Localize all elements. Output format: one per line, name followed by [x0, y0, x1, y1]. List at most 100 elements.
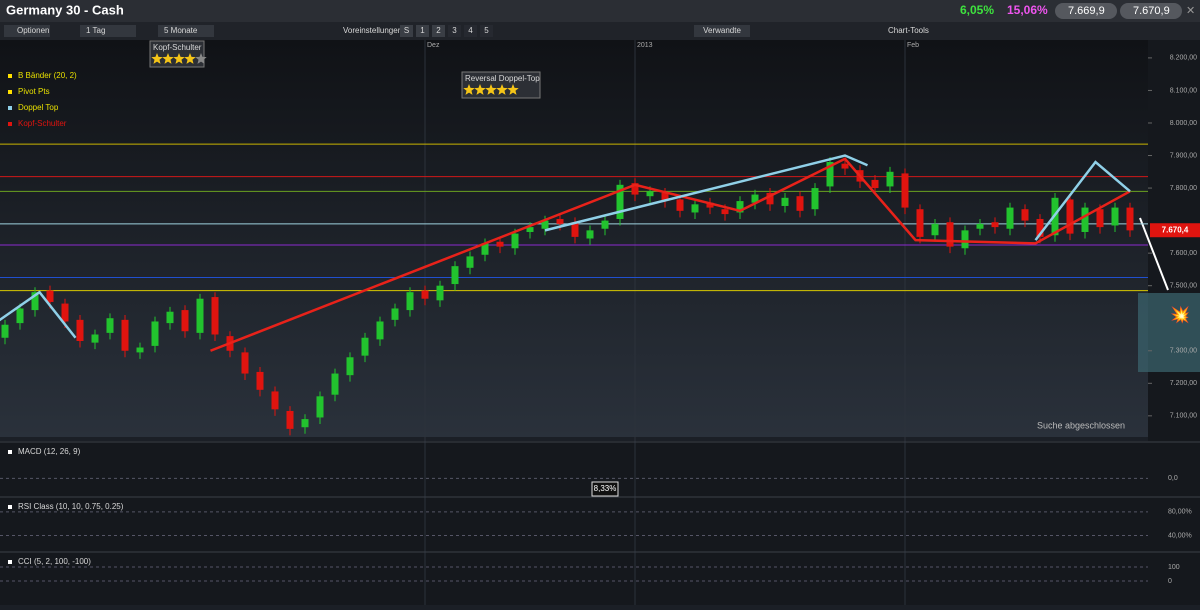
rating-star [173, 53, 185, 64]
rating-star [485, 84, 497, 95]
candle-body [691, 204, 699, 213]
candle-body [1111, 207, 1119, 226]
y-tick-label: 100 [1168, 564, 1180, 571]
legend-label: Doppel Top [18, 103, 59, 112]
presets: Voreinstellungen [343, 26, 402, 35]
candle-body [46, 290, 54, 302]
projection-arrow [1139, 217, 1169, 291]
candle-body [1006, 207, 1014, 229]
y-tick-label: 7.900,00 [1170, 152, 1197, 159]
range: 5 Monate [164, 26, 198, 35]
options-button[interactable] [4, 25, 50, 37]
candle-body [376, 321, 384, 340]
indicator-area [0, 441, 1148, 605]
candle-body [826, 162, 834, 187]
pattern-target [1138, 293, 1200, 372]
candle-body [31, 292, 39, 311]
y-tick-label: 0 [1168, 578, 1172, 585]
badge-label: Kopf-Schulter [153, 43, 202, 52]
pattern-line [0, 290, 77, 339]
preset-button[interactable] [448, 25, 461, 37]
candle-body [121, 319, 129, 351]
preset-button[interactable] [400, 25, 413, 37]
current-price-tag [1150, 223, 1200, 238]
candle-body [631, 183, 639, 195]
interval: 1 Tag [86, 26, 105, 35]
change: 15,06% [1007, 3, 1048, 17]
preset-button[interactable] [416, 25, 429, 37]
x-tick-label: Dez [427, 42, 440, 49]
candle-body [946, 222, 954, 247]
rating-star [496, 84, 508, 95]
preset-button[interactable] [432, 25, 445, 37]
candle-body [271, 391, 279, 410]
candle-body [391, 308, 399, 320]
legend-label: Pivot Pts [18, 87, 50, 96]
candle-body [256, 371, 264, 390]
candle-body [1096, 209, 1104, 228]
legend-swatch [8, 122, 12, 126]
candle-body [211, 297, 219, 335]
panel-swatch [8, 505, 12, 509]
preset-label: 1 [420, 26, 425, 35]
preset-label: 5 [484, 26, 489, 35]
indicator-label: MACD (12, 26, 9) [18, 447, 81, 456]
ask-button[interactable] [1120, 3, 1182, 19]
candle-body [811, 188, 819, 210]
y-tick-label: 7.800,00 [1170, 185, 1197, 192]
candle-body [406, 292, 414, 311]
legend-swatch [8, 74, 12, 78]
preset-button[interactable] [464, 25, 477, 37]
pattern-line [544, 154, 868, 232]
candle-body [916, 209, 924, 237]
legend-swatch [8, 90, 12, 94]
candle-body [451, 266, 459, 285]
tooltip: 8,33% [594, 484, 617, 493]
legend-label: Kopf-Schulter [18, 119, 67, 128]
candle-body [286, 410, 294, 429]
candle-body [871, 179, 879, 189]
panel-swatch [8, 560, 12, 564]
y-tick-label: 8.100,00 [1170, 87, 1197, 94]
badge[interactable] [461, 71, 541, 99]
chart-tools: Chart-Tools [888, 26, 929, 35]
rating-star [463, 84, 475, 95]
candle-body [1081, 207, 1089, 232]
legend-swatch [8, 106, 12, 110]
candle-body [91, 334, 99, 343]
candle-body [1021, 209, 1029, 221]
rating-star [184, 53, 196, 64]
candle-body [301, 419, 309, 428]
rating-star [151, 53, 163, 64]
candle-body [346, 357, 354, 376]
x-tick-label: 2013 [637, 42, 653, 49]
bid-button[interactable] [1055, 3, 1117, 19]
preset-button[interactable] [480, 25, 493, 37]
range-select[interactable] [158, 25, 214, 37]
candle-body [601, 220, 609, 229]
candle-body [541, 220, 549, 229]
indicator-label: RSI Class (10, 10, 0.75, 0.25) [18, 502, 124, 511]
preset-label: 4 [468, 26, 473, 35]
candle-body [571, 222, 579, 237]
candle-body [931, 223, 939, 236]
toolbar [0, 22, 1200, 40]
close-icon[interactable]: ✕ [1186, 5, 1195, 17]
candle-body [886, 171, 894, 187]
rating-star [162, 53, 174, 64]
related: Verwandte [703, 26, 741, 35]
candle-body [781, 197, 789, 206]
candle-body [646, 191, 654, 197]
related-button[interactable] [694, 25, 750, 37]
candle-body [991, 222, 999, 228]
indicator-label: CCI (5, 2, 100, -100) [18, 557, 91, 566]
candle-body [766, 192, 774, 205]
candle-body [901, 173, 909, 208]
current-price: 7.670,4 [1162, 225, 1189, 234]
legend-label: B Bänder (20, 2) [18, 71, 77, 80]
interval-select[interactable] [80, 25, 136, 37]
candle-body [481, 243, 489, 255]
badge-label: Reversal Doppel-Top [465, 74, 540, 83]
ask: 7.670,9 [1133, 5, 1170, 17]
candle-body [436, 285, 444, 301]
